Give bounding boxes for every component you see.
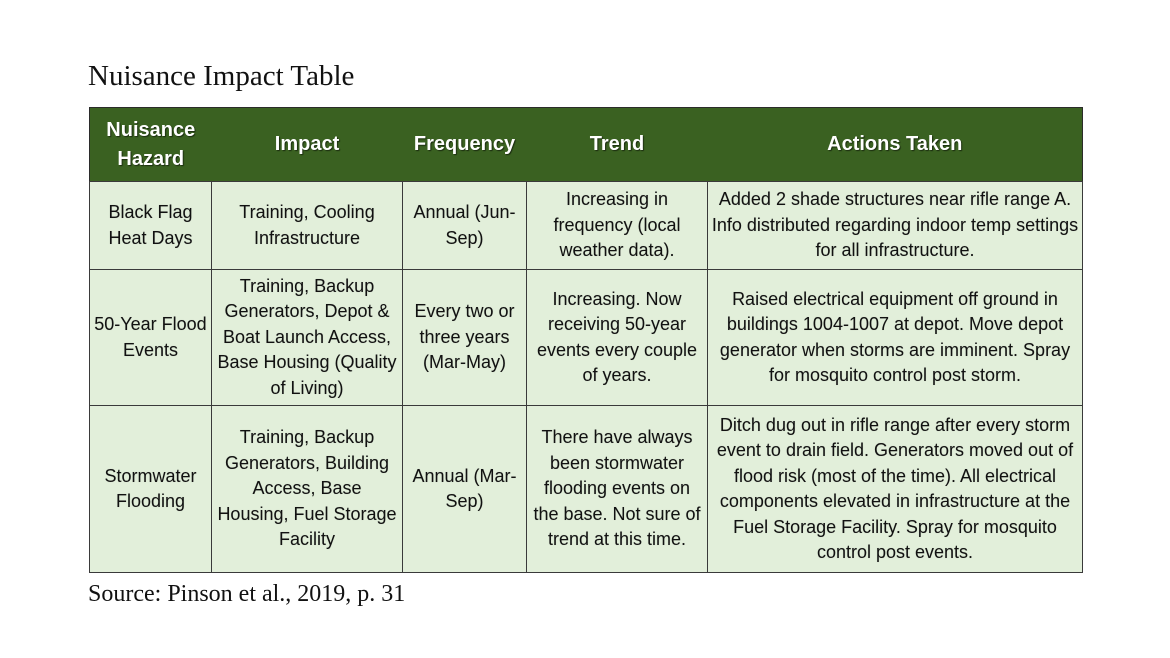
cell-hazard: Stormwater Flooding <box>89 405 212 573</box>
cell-actions: Raised electrical equipment off ground i… <box>707 269 1083 406</box>
header-impact: Impact <box>211 107 403 182</box>
cell-hazard: Black Flag Heat Days <box>89 181 212 270</box>
cell-hazard: 50-Year Flood Events <box>89 269 212 406</box>
cell-frequency: Annual (Mar-Sep) <box>402 405 527 573</box>
header-frequency: Frequency <box>402 107 527 182</box>
table-row: Stormwater Flooding Training, Backup Gen… <box>89 405 1083 573</box>
cell-trend: Increasing in frequency (local weather d… <box>526 181 708 270</box>
source-citation: Source: Pinson et al., 2019, p. 31 <box>88 581 406 607</box>
table-body: Black Flag Heat Days Training, Cooling I… <box>89 181 1083 573</box>
cell-trend: Increasing. Now receiving 50-year events… <box>526 269 708 406</box>
cell-frequency: Every two or three years (Mar-May) <box>402 269 527 406</box>
header-row: Nuisance Hazard Impact Frequency Trend A… <box>89 107 1083 182</box>
table-row: 50-Year Flood Events Training, Backup Ge… <box>89 269 1083 406</box>
cell-trend: There have always been stormwater floodi… <box>526 405 708 573</box>
document-title: Nuisance Impact Table <box>88 60 355 92</box>
cell-actions: Ditch dug out in rifle range after every… <box>707 405 1083 573</box>
table-row: Black Flag Heat Days Training, Cooling I… <box>89 181 1083 270</box>
cell-actions: Added 2 shade structures near rifle rang… <box>707 181 1083 270</box>
nuisance-impact-table: Nuisance Hazard Impact Frequency Trend A… <box>89 107 1083 573</box>
header-nuisance-hazard: Nuisance Hazard <box>89 107 212 182</box>
header-actions-taken: Actions Taken <box>707 107 1083 182</box>
cell-frequency: Annual (Jun-Sep) <box>402 181 527 270</box>
table-header: Nuisance Hazard Impact Frequency Trend A… <box>89 107 1083 182</box>
cell-impact: Training, Backup Generators, Depot & Boa… <box>211 269 403 406</box>
header-trend: Trend <box>526 107 708 182</box>
cell-impact: Training, Cooling Infrastructure <box>211 181 403 270</box>
cell-impact: Training, Backup Generators, Building Ac… <box>211 405 403 573</box>
